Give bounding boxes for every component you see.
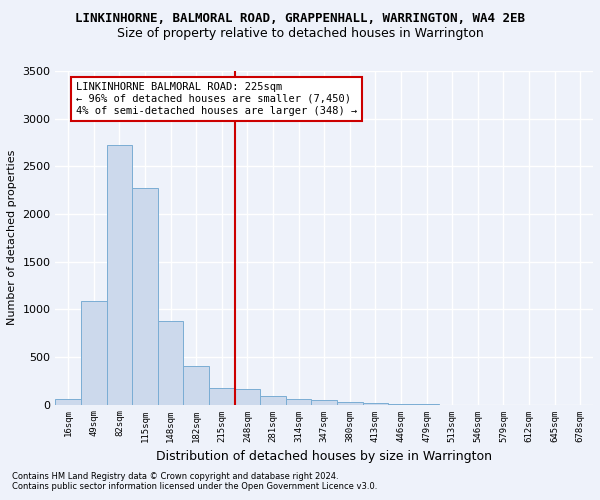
Bar <box>107 146 132 404</box>
Bar <box>260 396 286 404</box>
Text: Contains public sector information licensed under the Open Government Licence v3: Contains public sector information licen… <box>12 482 377 491</box>
Text: LINKINHORNE BALMORAL ROAD: 225sqm
← 96% of detached houses are smaller (7,450)
4: LINKINHORNE BALMORAL ROAD: 225sqm ← 96% … <box>76 82 357 116</box>
Bar <box>337 402 362 404</box>
Bar <box>311 400 337 404</box>
Bar <box>184 366 209 405</box>
Bar <box>209 388 235 404</box>
Bar <box>81 300 107 405</box>
Bar <box>362 402 388 404</box>
Text: Contains HM Land Registry data © Crown copyright and database right 2024.: Contains HM Land Registry data © Crown c… <box>12 472 338 481</box>
X-axis label: Distribution of detached houses by size in Warrington: Distribution of detached houses by size … <box>156 450 492 463</box>
Text: Size of property relative to detached houses in Warrington: Size of property relative to detached ho… <box>116 28 484 40</box>
Bar <box>158 321 184 404</box>
Y-axis label: Number of detached properties: Number of detached properties <box>7 150 17 326</box>
Bar <box>55 400 81 404</box>
Bar <box>132 188 158 404</box>
Bar <box>286 399 311 404</box>
Bar <box>235 390 260 404</box>
Text: LINKINHORNE, BALMORAL ROAD, GRAPPENHALL, WARRINGTON, WA4 2EB: LINKINHORNE, BALMORAL ROAD, GRAPPENHALL,… <box>75 12 525 26</box>
